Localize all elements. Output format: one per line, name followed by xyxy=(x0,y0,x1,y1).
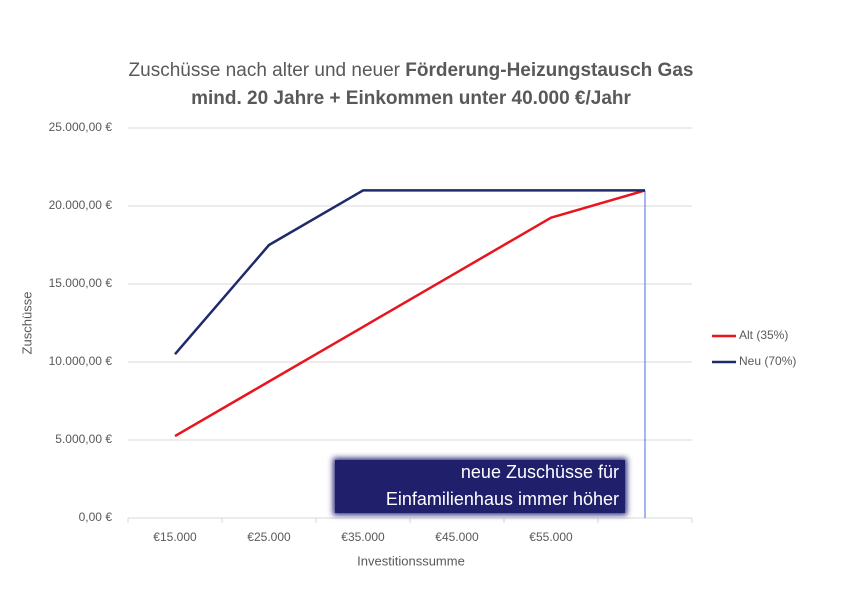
annotation-box xyxy=(335,460,625,513)
chart-subtitle: mind. 20 Jahre + Einkommen unter 40.000 … xyxy=(191,88,631,109)
x-tick-label: €35.000 xyxy=(341,530,385,544)
legend-label: Neu (70%) xyxy=(739,354,796,368)
annotation-text: neue Zuschüsse für xyxy=(461,462,619,482)
x-tick-label: €25.000 xyxy=(247,530,291,544)
x-tick-label: €15.000 xyxy=(153,530,197,544)
line xyxy=(174,189,645,356)
title-part: Förderung-Heizungstausch Gas xyxy=(405,60,693,81)
line xyxy=(174,189,646,438)
y-tick-label: 10.000,00 € xyxy=(49,354,113,368)
title-part: Zuschüsse nach alter und neuer xyxy=(129,60,401,81)
annotation-text: Einfamilienhaus immer höher xyxy=(386,489,619,509)
chart-title: Zuschüsse nach alter und neuer Förderung… xyxy=(129,60,694,81)
y-tick-label: 0,00 € xyxy=(79,510,113,524)
x-tick-label: €55.000 xyxy=(529,530,573,544)
y-tick-label: 5.000,00 € xyxy=(55,432,112,446)
y-tick-label: 20.000,00 € xyxy=(49,198,113,212)
annotation: neue Zuschüsse für Einfamilienhaus immer … xyxy=(333,458,627,515)
x-axis-label: Investitionssumme xyxy=(357,553,465,568)
y-tick-label: 15.000,00 € xyxy=(49,276,113,290)
x-tick-label: €45.000 xyxy=(435,530,479,544)
legend-label: Alt (35%) xyxy=(739,328,788,342)
y-axis-label: Zuschüsse xyxy=(19,292,34,355)
y-tick-label: 25.000,00 € xyxy=(49,120,113,134)
